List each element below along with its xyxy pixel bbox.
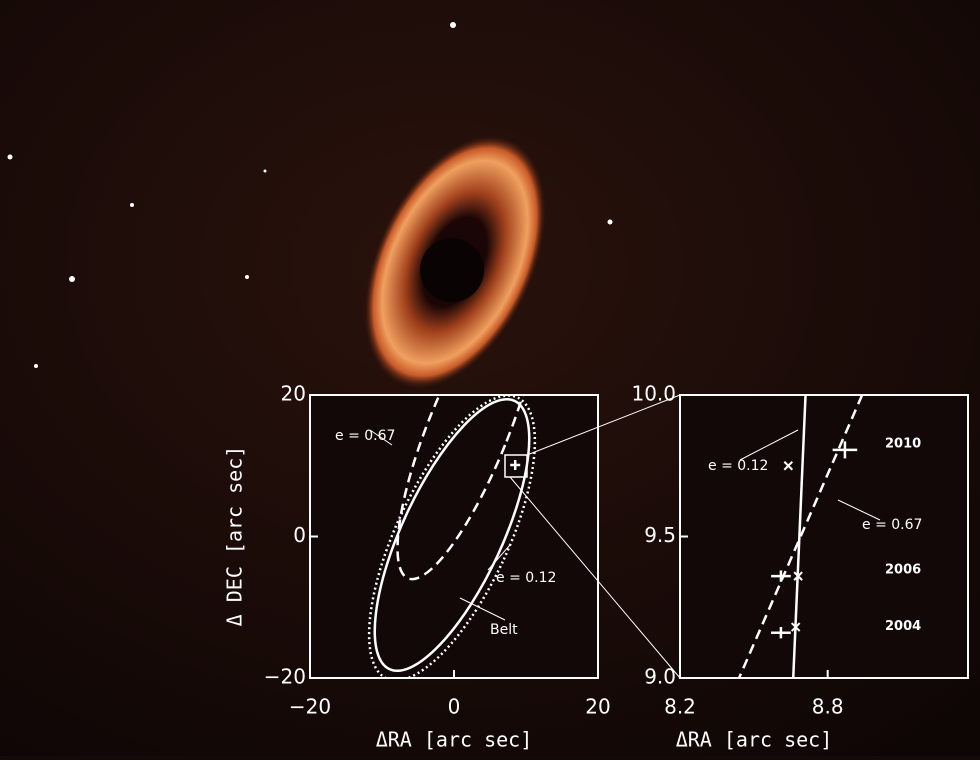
- x-tick-label: 8.8: [812, 695, 844, 719]
- y-axis-label: Δ DEC [arc sec]: [223, 446, 247, 627]
- y-tick-label: −20: [264, 665, 306, 689]
- y-tick-label: 9.5: [644, 523, 676, 547]
- year-label: 2004: [885, 619, 921, 634]
- x-axis-label: ΔRA [arc sec]: [376, 728, 533, 752]
- y-tick-label: 10.0: [631, 382, 676, 406]
- x-tick-label: 20: [585, 695, 610, 719]
- year-label: 2010: [885, 436, 921, 451]
- annotation: e = 0.67: [335, 428, 395, 444]
- annotation: e = 0.12: [708, 458, 768, 474]
- year-label: 2006: [885, 563, 921, 578]
- y-tick-label: 0: [293, 523, 306, 547]
- annotation: e = 0.67: [862, 517, 922, 533]
- annotation: Belt: [490, 622, 518, 638]
- x-axis-label: ΔRA [arc sec]: [676, 728, 833, 752]
- y-tick-label: 20: [281, 382, 306, 406]
- x-tick-label: −20: [289, 695, 331, 719]
- right-panel: [680, 395, 968, 678]
- x-tick-label: 0: [448, 695, 461, 719]
- x-tick-label: 8.2: [664, 695, 696, 719]
- annotation: e = 0.12: [496, 570, 556, 586]
- figure: ΔRA [arc sec] ΔRA [arc sec] Δ DEC [arc s…: [0, 0, 980, 756]
- y-tick-label: 9.0: [644, 665, 676, 689]
